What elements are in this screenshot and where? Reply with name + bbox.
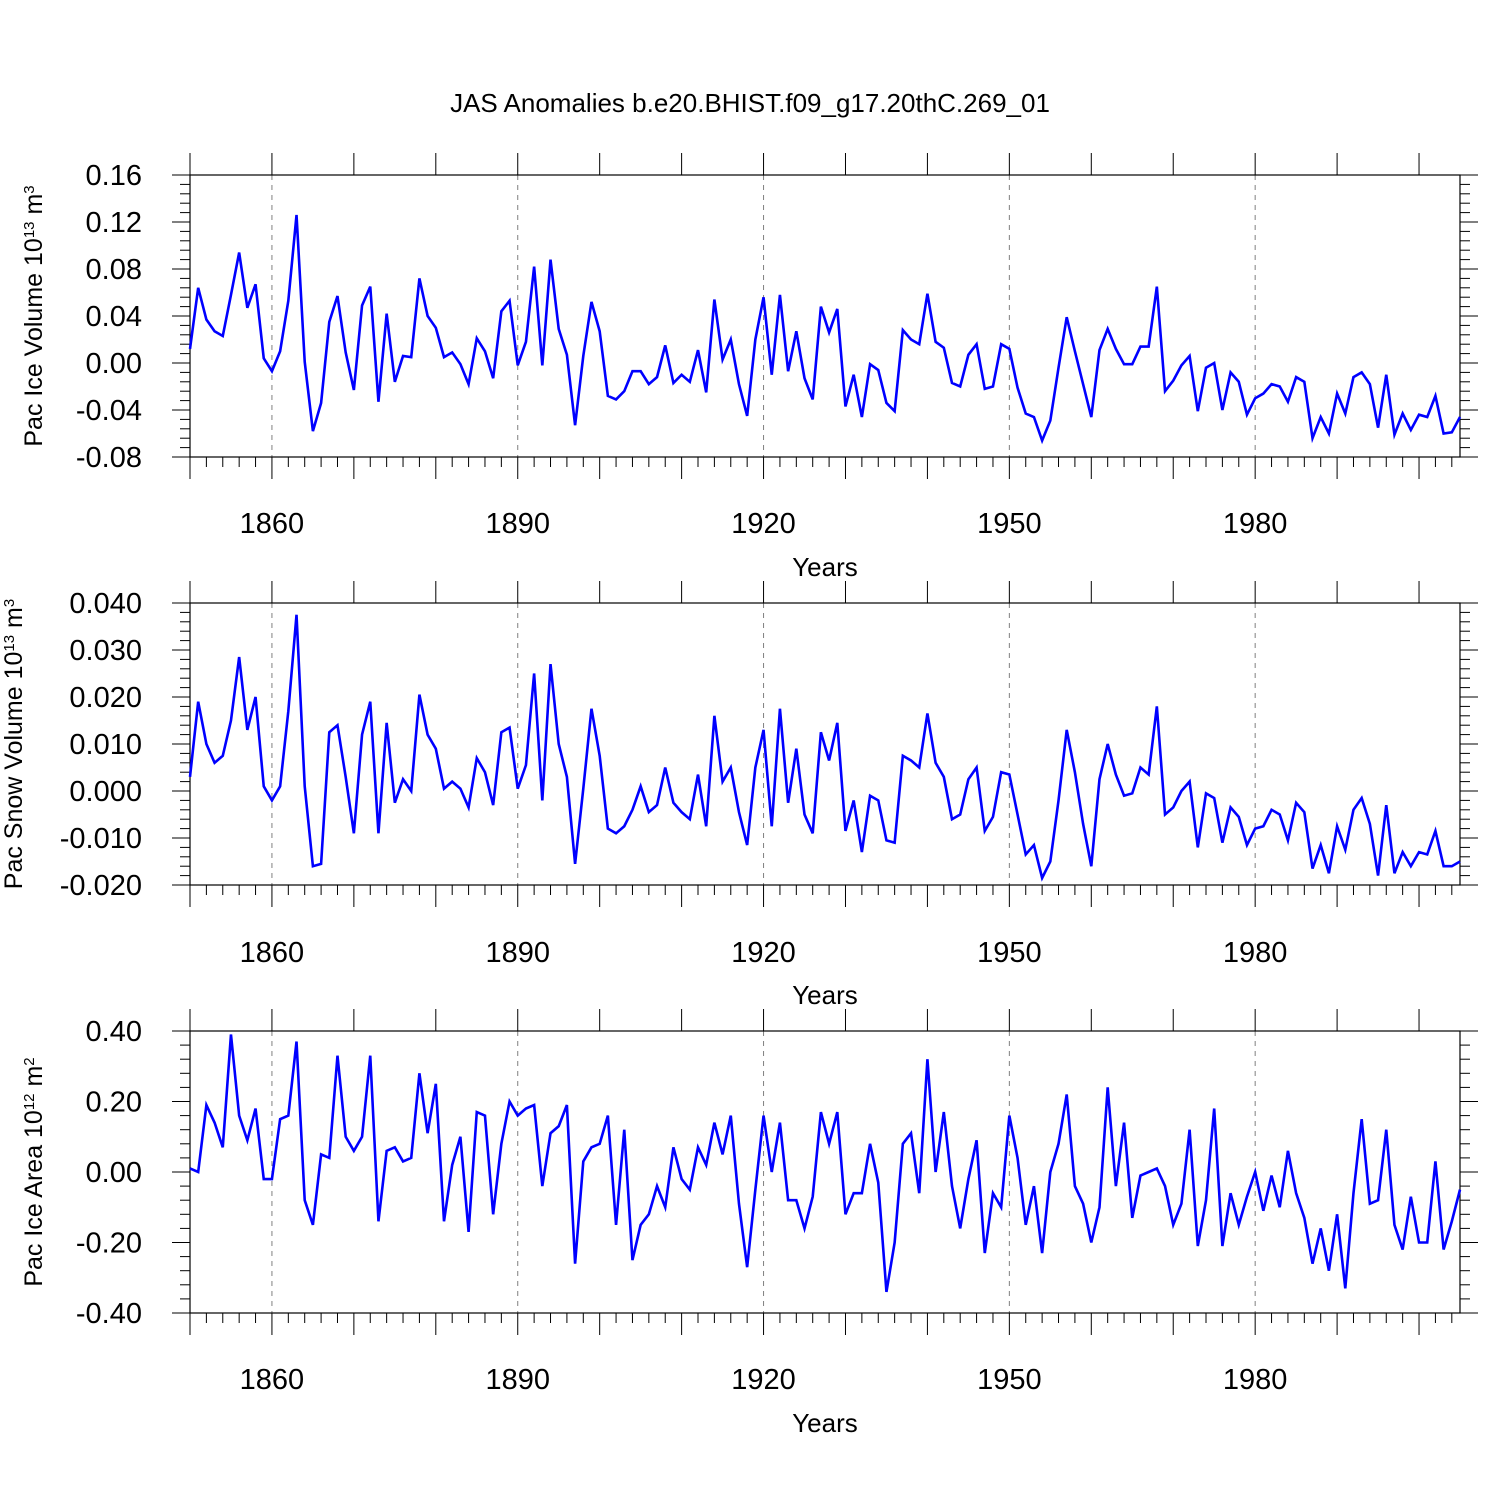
x-tick-label: 1920 [731, 508, 796, 540]
x-tick-label: 1980 [1223, 1364, 1288, 1396]
y-axis-title-part: Pac Snow Volume [0, 679, 28, 889]
plot-frame [189, 602, 1461, 886]
y-tick-label: 0.010 [69, 729, 142, 761]
y-tick-label: 0.04 [86, 301, 142, 333]
y-axis-title-part: m [0, 607, 28, 635]
y-axis-title-part: 10 [20, 238, 48, 266]
plot-frame [189, 174, 1461, 458]
y-tick-label: 0.40 [86, 1016, 142, 1048]
x-axis-title: Years [792, 980, 858, 1010]
y-axis-title: Pac Ice Area 1012 m2 [20, 1057, 48, 1286]
y-axis-title-part: 10 [20, 1110, 48, 1138]
x-tick-label: 1890 [485, 1364, 550, 1396]
y-tick-label: -0.04 [76, 395, 142, 427]
y-axis-title-part: 3 [21, 185, 38, 193]
plot-frame [189, 1030, 1461, 1314]
y-axis-title-part: 2 [21, 1057, 38, 1065]
y-tick-label: 0.000 [69, 776, 142, 808]
y-tick-label: -0.010 [60, 823, 142, 855]
panel-snow-volume: 0.040 0.030 0.020 0.010 0.000 -0.010 -0.020 186… [0, 581, 1478, 1010]
x-tick-label: 1950 [977, 1364, 1042, 1396]
y-axis-title: Pac Snow Volume 1013 m3 [0, 599, 28, 889]
x-tick-label: 1920 [731, 937, 796, 969]
x-tick-label: 1860 [240, 1364, 305, 1396]
x-tick-label: 1980 [1223, 508, 1288, 540]
y-tick-label: 0.030 [69, 635, 142, 667]
series-line-ice-area [189, 1034, 1462, 1293]
panels: 0.16 0.12 0.08 0.04 0.00 -0.04 -0.08 1860 1890 19… [0, 153, 1478, 1438]
figure-title: JAS Anomalies b.e20.BHIST.f09_g17.20thC.… [450, 88, 1050, 118]
y-tick-label: 0.040 [69, 588, 142, 620]
y-axis-title-part: 3 [1, 599, 18, 607]
y-tick-label: -0.20 [76, 1228, 142, 1260]
x-tick-label: 1950 [977, 508, 1042, 540]
panel-ice-volume: 0.16 0.12 0.08 0.04 0.00 -0.04 -0.08 1860 1890 19… [20, 153, 1478, 582]
y-tick-label: -0.020 [60, 870, 142, 902]
y-axis-title-part: 13 [21, 221, 38, 238]
y-tick-label: 0.16 [86, 160, 142, 192]
y-tick-label: 0.00 [86, 1157, 142, 1189]
x-axis-title: Years [792, 1408, 858, 1438]
x-axis-title: Years [792, 552, 858, 582]
x-tick-label: 1950 [977, 937, 1042, 969]
y-axis-title-part: 10 [0, 652, 28, 680]
series-line-snow-volume [188, 614, 1461, 882]
y-tick-label: 0.12 [86, 207, 142, 239]
y-tick-label: 0.00 [86, 348, 142, 380]
y-tick-label: 0.08 [86, 254, 142, 286]
x-tick-label: 1980 [1223, 937, 1288, 969]
x-tick-label: 1890 [485, 937, 550, 969]
series-line-ice-volume [188, 214, 1462, 445]
x-tick-label: 1860 [240, 508, 305, 540]
x-tick-label: 1920 [731, 1364, 796, 1396]
x-tick-label: 1890 [485, 508, 550, 540]
y-axis-title-part: m [20, 194, 48, 222]
y-tick-label: -0.40 [76, 1298, 142, 1330]
y-axis-title-part: m [20, 1066, 48, 1094]
panel-ice-area: 0.40 0.20 0.00 -0.20 -0.40 1860 1890 1920 1950 19… [20, 1009, 1478, 1438]
x-tick-label: 1860 [240, 937, 305, 969]
y-axis-title-part: Pac Ice Volume [20, 266, 48, 447]
y-axis-title: Pac Ice Volume 1013 m3 [20, 185, 48, 446]
y-axis-title-part: 12 [21, 1093, 38, 1110]
y-axis-title-part: 13 [1, 635, 18, 652]
y-tick-label: 0.020 [69, 682, 142, 714]
y-axis-title-part: Pac Ice Area [20, 1138, 48, 1287]
y-tick-label: 0.20 [86, 1087, 142, 1119]
y-tick-label: -0.08 [76, 442, 142, 474]
